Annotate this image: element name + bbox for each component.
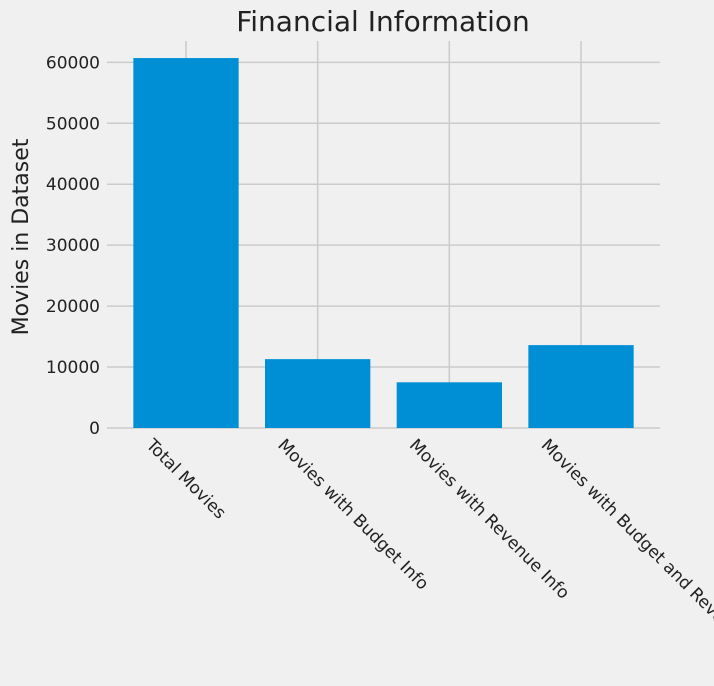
y-tick-label: 30000 — [46, 236, 100, 256]
y-tick-label: 50000 — [46, 114, 100, 134]
chart-title: Financial Information — [236, 5, 530, 38]
bar — [396, 382, 502, 428]
x-tick-label: Movies with Budget Info — [273, 435, 432, 594]
x-tick-labels: Total Movies Movies with Budget Info Movie… — [141, 435, 714, 651]
bars — [133, 58, 634, 428]
bar — [133, 58, 239, 428]
bar — [265, 359, 371, 428]
y-tick-label: 60000 — [46, 53, 100, 73]
x-tick-label: Total Movies — [141, 435, 230, 524]
y-axis-label: Movies in Dataset — [9, 138, 34, 335]
y-tick-labels: 0 10000 20000 30000 40000 50000 60000 — [46, 53, 100, 439]
y-tick-label: 0 — [89, 419, 100, 439]
y-tick-label: 10000 — [46, 358, 100, 378]
bar — [528, 345, 634, 428]
y-tick-label: 40000 — [46, 175, 100, 195]
y-tick-label: 20000 — [46, 297, 100, 317]
x-tick-label: Movies with Budget and Revenue — [537, 435, 714, 650]
